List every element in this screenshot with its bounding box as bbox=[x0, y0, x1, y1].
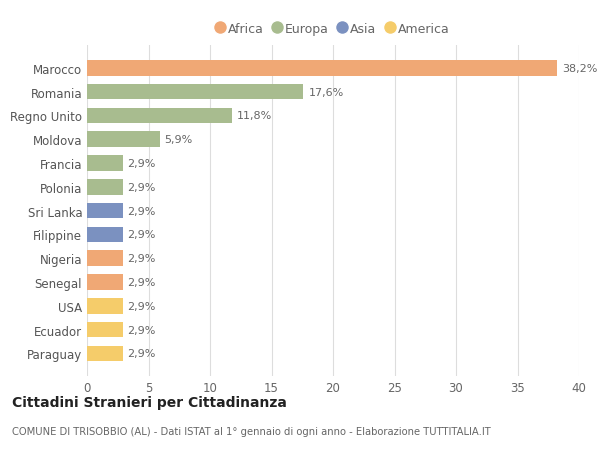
Bar bbox=[87, 179, 122, 195]
Text: 17,6%: 17,6% bbox=[308, 87, 344, 97]
Legend: Africa, Europa, Asia, America: Africa, Europa, Asia, America bbox=[213, 19, 453, 39]
Bar bbox=[87, 84, 304, 100]
Bar bbox=[87, 108, 232, 124]
Bar bbox=[87, 156, 122, 171]
Text: 2,9%: 2,9% bbox=[128, 182, 156, 192]
Bar bbox=[87, 227, 122, 243]
Text: 2,9%: 2,9% bbox=[128, 349, 156, 358]
Bar bbox=[87, 203, 122, 219]
Text: 2,9%: 2,9% bbox=[128, 301, 156, 311]
Text: 11,8%: 11,8% bbox=[237, 111, 272, 121]
Bar bbox=[87, 132, 160, 148]
Text: 2,9%: 2,9% bbox=[128, 325, 156, 335]
Text: 2,9%: 2,9% bbox=[128, 230, 156, 240]
Text: 2,9%: 2,9% bbox=[128, 206, 156, 216]
Bar bbox=[87, 274, 122, 290]
Text: COMUNE DI TRISOBBIO (AL) - Dati ISTAT al 1° gennaio di ogni anno - Elaborazione : COMUNE DI TRISOBBIO (AL) - Dati ISTAT al… bbox=[12, 426, 491, 436]
Text: 2,9%: 2,9% bbox=[128, 277, 156, 287]
Text: 2,9%: 2,9% bbox=[128, 254, 156, 263]
Bar bbox=[87, 251, 122, 266]
Text: 2,9%: 2,9% bbox=[128, 159, 156, 168]
Text: Cittadini Stranieri per Cittadinanza: Cittadini Stranieri per Cittadinanza bbox=[12, 395, 287, 409]
Bar bbox=[87, 346, 122, 361]
Bar bbox=[87, 322, 122, 338]
Text: 38,2%: 38,2% bbox=[562, 64, 597, 73]
Bar bbox=[87, 61, 557, 76]
Bar bbox=[87, 298, 122, 314]
Text: 5,9%: 5,9% bbox=[164, 135, 193, 145]
